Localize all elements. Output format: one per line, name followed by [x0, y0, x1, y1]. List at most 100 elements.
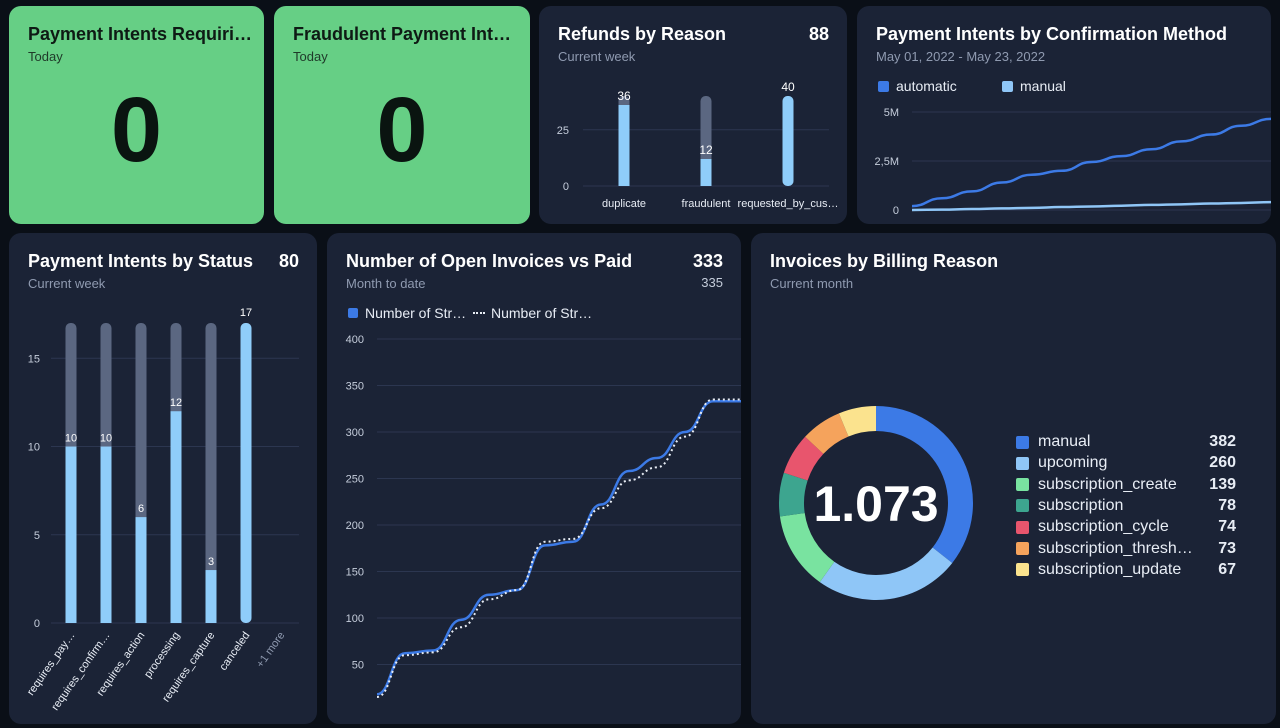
legend-swatch	[1016, 435, 1029, 449]
x-tick-label: duplicate	[602, 198, 646, 210]
confirmation-card[interactable]: Payment Intents by Confirmation Method M…	[857, 6, 1271, 224]
legend-swatch	[1016, 563, 1029, 577]
legend-label: Number of Str…	[491, 305, 593, 321]
series-line-automatic	[911, 117, 1271, 208]
legend-dotted[interactable]: Number of Str…	[473, 305, 592, 321]
bar	[135, 517, 147, 623]
bar	[782, 96, 794, 186]
y-tick-label: 200	[346, 520, 364, 532]
x-tick-label: requested_by_cus…	[738, 198, 839, 210]
legend-item[interactable]: subscription 78	[1016, 496, 1236, 516]
legend-swatch	[1016, 478, 1029, 492]
data-label: 12	[170, 397, 182, 409]
legend-label: subscription_create	[1038, 475, 1177, 493]
legend-item[interactable]: manual 382	[1016, 432, 1236, 452]
x-tick-label: canceled	[217, 630, 252, 673]
series-line-manual	[911, 200, 1271, 212]
y-tick-label: 25	[557, 125, 569, 137]
y-tick-label: 300	[346, 427, 364, 439]
y-tick-label: 0	[34, 618, 40, 630]
legend-automatic[interactable]: automatic	[878, 78, 957, 94]
card-subtitle: Current month	[770, 276, 854, 291]
legend-item[interactable]: subscription_create 139	[1016, 475, 1236, 495]
billing-card[interactable]: Invoices by Billing Reason Current month…	[751, 233, 1276, 724]
y-tick-label: 5	[34, 530, 40, 542]
donut-slice-subscription_cycle	[783, 436, 824, 481]
series-line-dotted	[376, 398, 741, 698]
legend-swatch	[1016, 520, 1029, 534]
legend-swatch	[1016, 499, 1029, 513]
legend-value: 78	[1218, 496, 1236, 514]
y-tick-label: 400	[346, 334, 364, 346]
legend-value: 73	[1218, 539, 1236, 557]
card-subtitle: Today	[293, 49, 328, 64]
y-tick-label: 0	[893, 205, 899, 217]
y-tick-label: 10	[28, 442, 40, 454]
y-tick-label: 2,5M	[875, 156, 899, 168]
legend-manual[interactable]: manual	[1002, 78, 1066, 94]
status-chart: 05101510requires_pay…10requires_confirm……	[25, 307, 299, 713]
donut-slice-subscription_thresh…	[805, 413, 849, 454]
status-card[interactable]: Payment Intents by Status Current week 8…	[9, 233, 317, 724]
card-total: 80	[278, 251, 299, 271]
legend-label: automatic	[896, 78, 957, 94]
card-title: Invoices by Billing Reason	[770, 251, 999, 271]
y-tick-label: 5M	[884, 107, 899, 119]
y-tick-label: 350	[346, 380, 364, 392]
legend-label: upcoming	[1038, 454, 1108, 472]
data-label: 17	[240, 307, 252, 319]
card-subtitle: May 01, 2022 - May 23, 2022	[876, 49, 1046, 64]
series-line-solid	[376, 400, 741, 696]
y-tick-label: 0	[563, 181, 569, 193]
legend-label: subscription_update	[1038, 560, 1182, 578]
y-tick-label: 250	[346, 473, 364, 485]
x-tick-label: fraudulent	[682, 198, 731, 210]
donut-slice-subscription_update	[838, 406, 876, 437]
legend-label: subscription_thresh…	[1038, 539, 1193, 557]
y-tick-label: 100	[346, 613, 364, 625]
legend-item[interactable]: upcoming 260	[1016, 453, 1236, 473]
legend-value: 67	[1218, 560, 1236, 578]
legend-label: subscription_cycle	[1038, 518, 1169, 536]
donut-slice-subscription	[779, 472, 808, 517]
legend-item[interactable]: subscription_cycle 74	[1016, 517, 1236, 537]
y-tick-label: 150	[346, 566, 364, 578]
invoices-card[interactable]: Number of Open Invoices vs Paid Month to…	[327, 233, 741, 724]
card-subtitle: Current week	[28, 276, 106, 291]
legend-value: 260	[1209, 454, 1236, 472]
data-label: 12	[699, 143, 713, 157]
legend-swatch	[1016, 542, 1029, 555]
legend-label: subscription	[1038, 496, 1124, 514]
card-title: Fraudulent Payment Inte…	[293, 24, 518, 44]
card-subtitle: Month to date	[346, 276, 426, 291]
fraudulent-card[interactable]: Fraudulent Payment Inte… Today 0	[274, 6, 530, 224]
bar	[700, 159, 712, 186]
refunds-card[interactable]: Refunds by Reason Current week 88 0 25 36 d…	[539, 6, 847, 224]
legend-item[interactable]: subscription_update 67	[1016, 560, 1236, 580]
data-label: 40	[781, 80, 795, 94]
y-tick-label: 15	[28, 353, 40, 365]
data-label: 6	[138, 503, 144, 515]
more-categories-label: +1 more	[254, 630, 287, 670]
confirmation-chart: 0 2,5M 5M	[875, 107, 1271, 217]
legend-swatch	[1016, 456, 1029, 470]
legend-swatch	[1002, 80, 1013, 92]
legend-item[interactable]: subscription_thresh… 73	[1016, 539, 1236, 559]
legend-label: manual	[1038, 433, 1091, 450]
card-total: 88	[808, 24, 829, 44]
card-total-secondary: 335	[701, 275, 723, 290]
requires-action-card[interactable]: Payment Intents Requiri… Today 0	[9, 6, 264, 224]
legend-solid[interactable]: Number of Str…	[348, 305, 466, 321]
bar	[100, 446, 112, 623]
kpi-value: 0	[376, 79, 428, 181]
data-label: 3	[208, 556, 214, 568]
card-title: Payment Intents Requiri…	[28, 24, 253, 44]
legend-value: 382	[1209, 433, 1236, 450]
billing-donut: 1.073	[779, 406, 973, 600]
bar	[240, 323, 252, 623]
donut-slice-manual	[876, 406, 973, 563]
card-total: 333	[692, 251, 723, 271]
legend-value: 74	[1218, 518, 1236, 536]
donut-slice-subscription_create	[779, 512, 835, 583]
y-tick-label: 50	[352, 659, 364, 671]
